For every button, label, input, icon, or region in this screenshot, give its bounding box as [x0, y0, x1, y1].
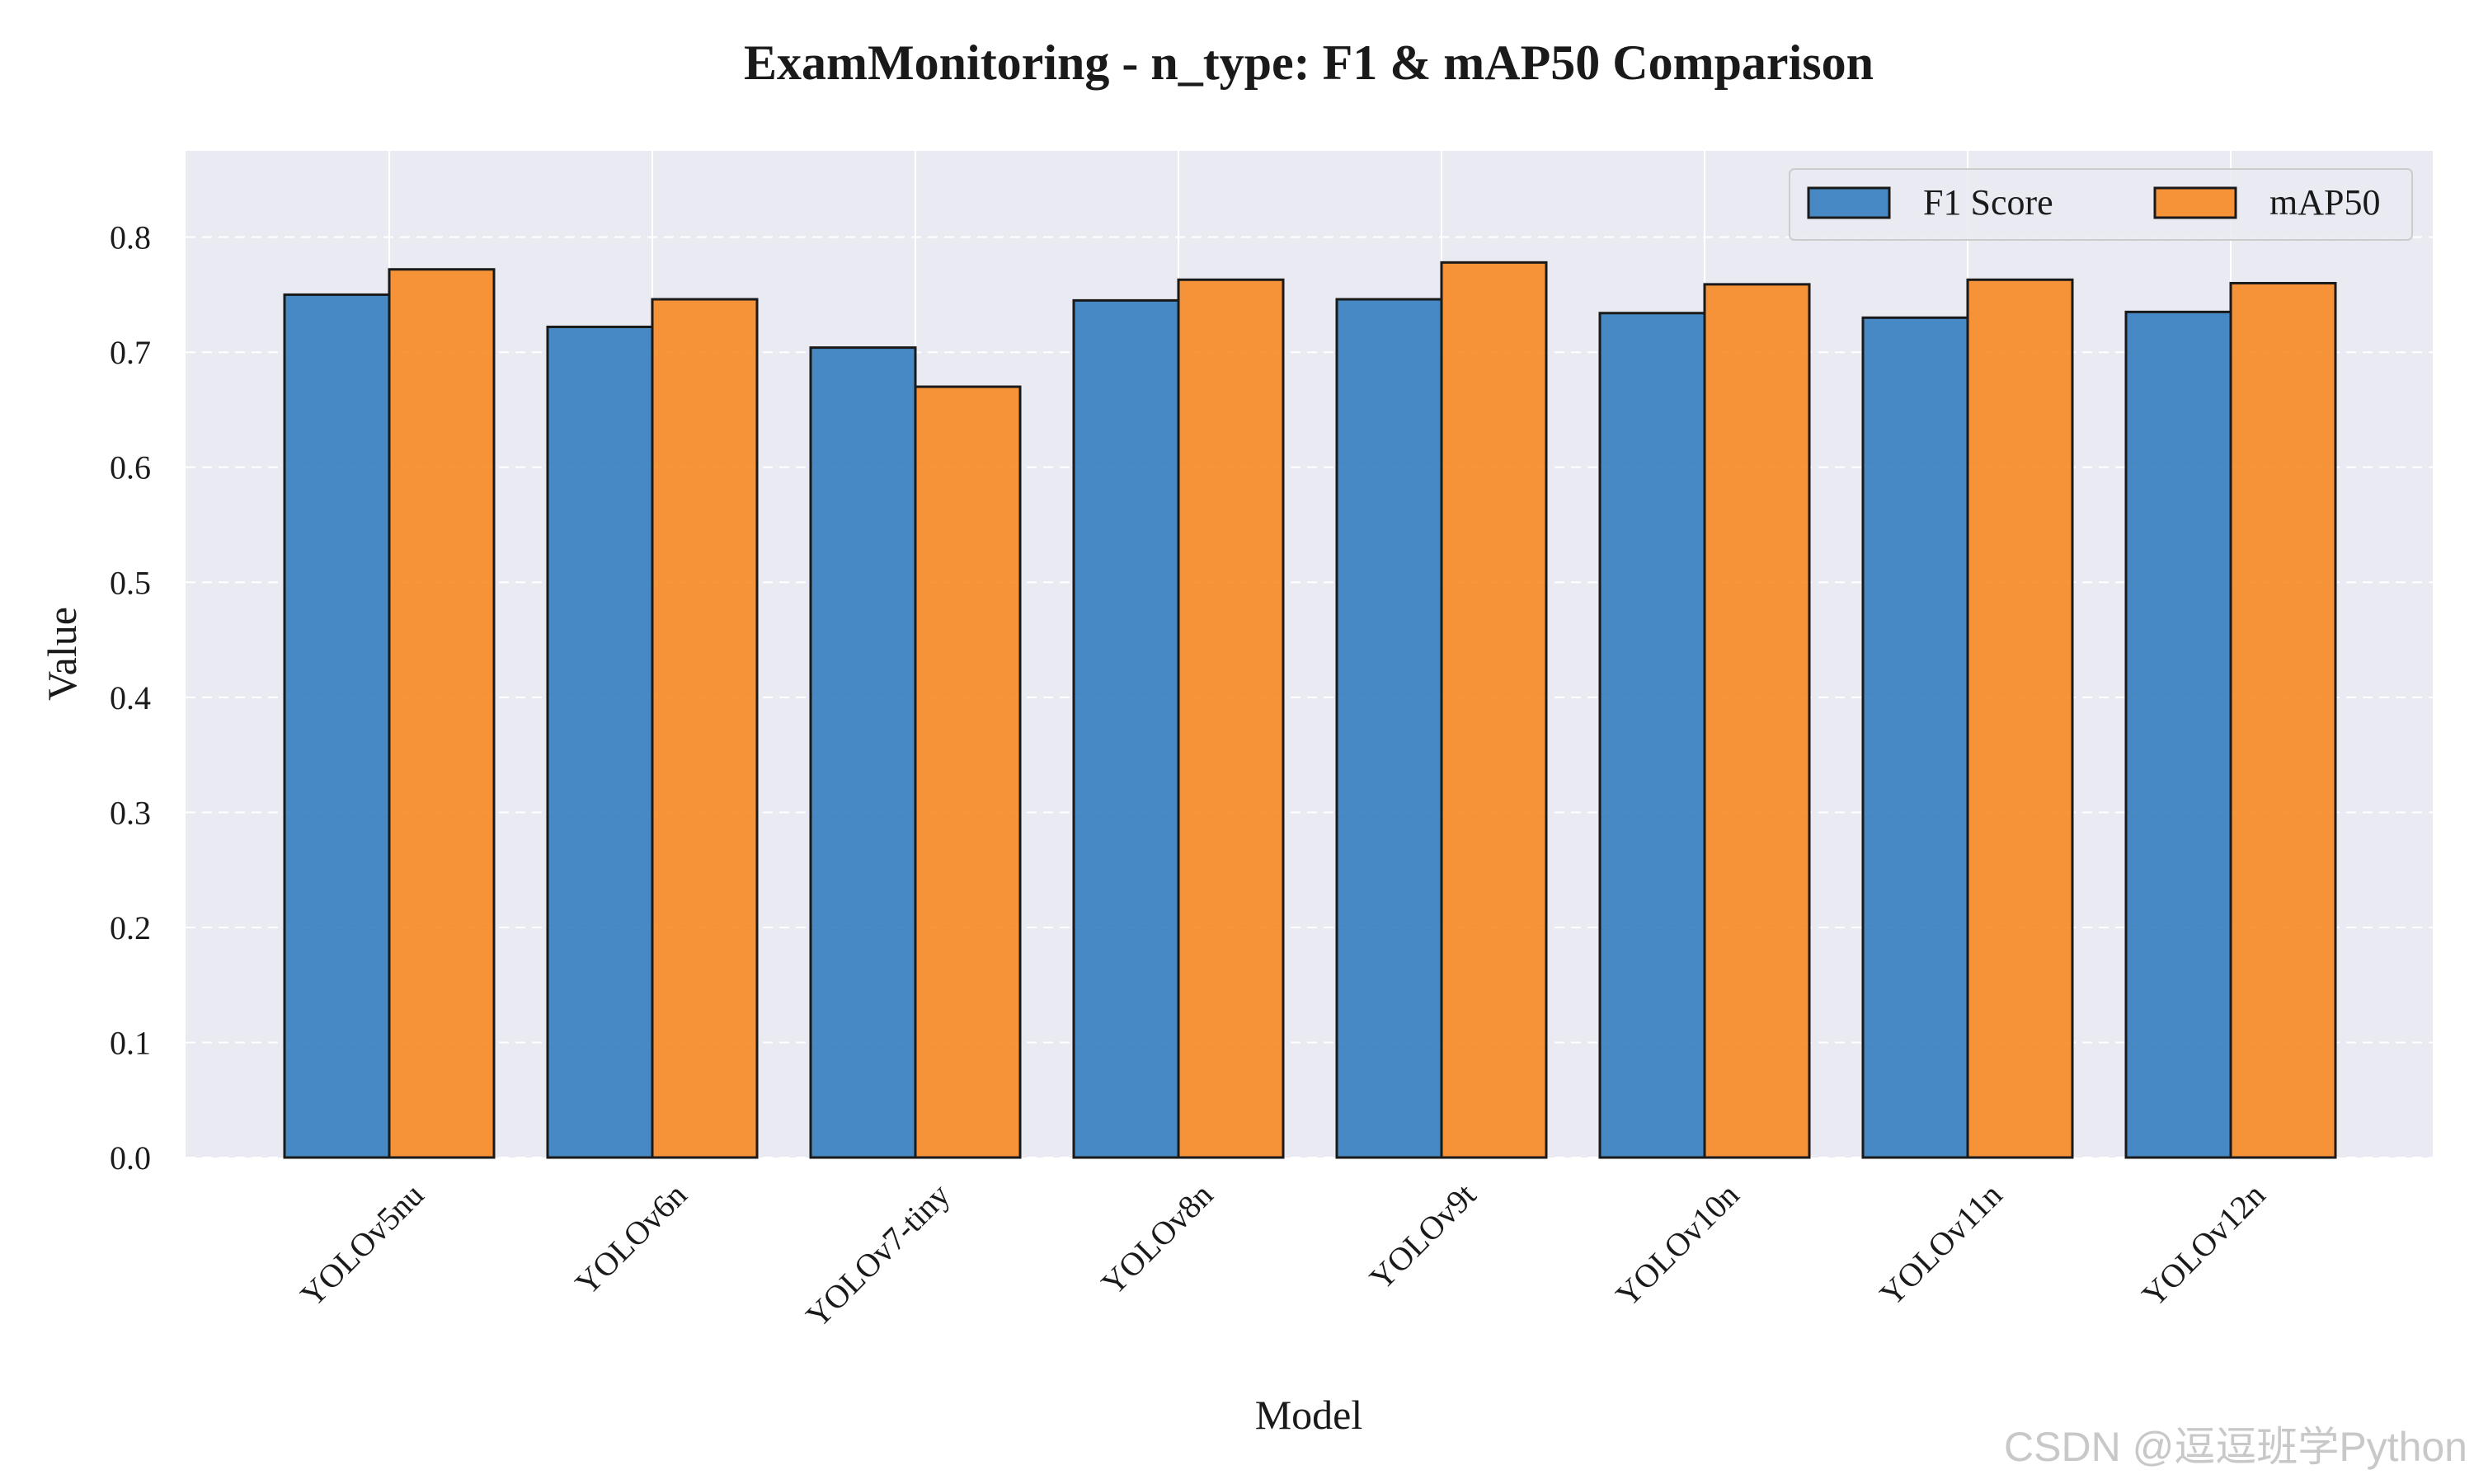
- y-tick-label: 0.3: [110, 794, 151, 831]
- x-tick-label: YOLOv7-tiny: [798, 1176, 957, 1335]
- bar-f1-yolov5nu: [283, 293, 391, 1159]
- bar-map50-yolov6n: [651, 298, 759, 1159]
- plot-area: [186, 151, 2433, 1158]
- legend-swatch-map50: [2153, 186, 2237, 219]
- bar-f1-yolov11n: [1861, 316, 1969, 1159]
- y-tick-label: 0.0: [110, 1139, 151, 1176]
- x-axis-label: Model: [1255, 1392, 1363, 1438]
- y-axis-label: Value: [39, 607, 85, 701]
- bar-f1-yolov6n: [546, 326, 654, 1159]
- bar-f1-yolov12n: [2124, 310, 2232, 1159]
- y-tick-label: 0.6: [110, 449, 151, 486]
- bar-map50-yolov10n: [1703, 283, 1811, 1159]
- x-tick-label: YOLOv8n: [1094, 1176, 1221, 1303]
- bar-map50-yolov7-tiny: [914, 385, 1022, 1159]
- watermark: CSDN @逗逗班学Python: [2004, 1424, 2467, 1470]
- bar-f1-yolov7-tiny: [809, 346, 917, 1159]
- x-tick-label: YOLOv10n: [1608, 1176, 1746, 1314]
- bar-f1-yolov10n: [1598, 312, 1706, 1159]
- legend: F1 Score mAP50: [1789, 168, 2413, 241]
- y-tick-label: 0.1: [110, 1024, 151, 1061]
- legend-label-map50: mAP50: [2269, 182, 2380, 223]
- legend-box: [1789, 168, 2413, 241]
- x-axis-ticks: YOLOv5nu YOLOv6n YOLOv7-tiny YOLOv8n YOLOv9t…: [293, 1176, 2272, 1335]
- bar-f1-yolov9t: [1335, 298, 1443, 1159]
- y-tick-label: 0.7: [110, 334, 151, 371]
- y-tick-label: 0.2: [110, 909, 151, 946]
- bar-map50-yolov11n: [1966, 278, 2074, 1159]
- x-tick-label: YOLOv11n: [1872, 1176, 2009, 1313]
- bars: [283, 261, 2337, 1159]
- x-tick-label: YOLOv6n: [568, 1176, 694, 1303]
- x-tick-label: YOLOv12n: [2134, 1176, 2272, 1314]
- y-tick-label: 0.4: [110, 679, 151, 716]
- x-tick-label: YOLOv5nu: [293, 1176, 430, 1314]
- bar-map50-yolov5nu: [388, 268, 496, 1159]
- y-tick-label: 0.8: [110, 219, 151, 256]
- chart-title: ExamMonitoring - n_type: F1 & mAP50 Comp…: [744, 35, 1874, 90]
- bar-map50-yolov12n: [2229, 281, 2337, 1159]
- y-axis-ticks: 0.0 0.1 0.2 0.3 0.4 0.5 0.6 0.7 0.8: [110, 219, 151, 1176]
- bar-f1-yolov8n: [1072, 298, 1180, 1159]
- y-tick-label: 0.5: [110, 564, 151, 601]
- bar-map50-yolov8n: [1177, 278, 1285, 1159]
- x-tick-label: YOLOv9t: [1362, 1176, 1484, 1298]
- bar-map50-yolov9t: [1440, 261, 1548, 1159]
- legend-label-f1: F1 Score: [1923, 182, 2053, 223]
- legend-swatch-f1: [1807, 186, 1891, 219]
